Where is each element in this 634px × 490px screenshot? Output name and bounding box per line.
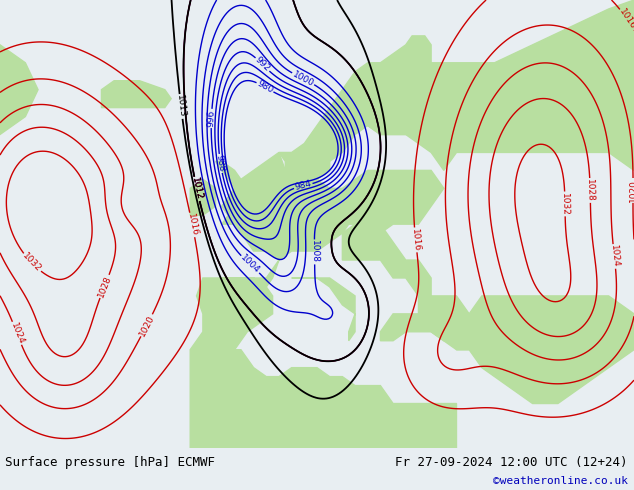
Text: 980: 980 bbox=[256, 79, 275, 95]
Polygon shape bbox=[222, 152, 444, 287]
Text: 1013: 1013 bbox=[175, 95, 187, 119]
Polygon shape bbox=[368, 63, 444, 135]
Text: 996: 996 bbox=[207, 110, 216, 127]
Polygon shape bbox=[216, 161, 260, 224]
Text: 1016: 1016 bbox=[410, 228, 421, 252]
Text: 1012: 1012 bbox=[190, 177, 204, 201]
Text: 1028: 1028 bbox=[585, 179, 595, 202]
Text: 1020: 1020 bbox=[138, 313, 156, 338]
Polygon shape bbox=[292, 278, 355, 341]
Polygon shape bbox=[0, 45, 38, 135]
Text: 1032: 1032 bbox=[560, 193, 570, 216]
Text: Surface pressure [hPa] ECMWF: Surface pressure [hPa] ECMWF bbox=[5, 456, 215, 469]
Text: 1024: 1024 bbox=[609, 245, 620, 268]
Text: 1024: 1024 bbox=[9, 321, 25, 345]
Text: 1032: 1032 bbox=[21, 251, 43, 274]
Polygon shape bbox=[368, 0, 634, 171]
Text: 1012: 1012 bbox=[190, 177, 204, 201]
Text: 984: 984 bbox=[294, 179, 313, 193]
Text: 1004: 1004 bbox=[239, 253, 262, 275]
Text: 1000: 1000 bbox=[291, 69, 316, 88]
Text: 1016: 1016 bbox=[186, 213, 199, 237]
Polygon shape bbox=[342, 224, 431, 296]
Text: 1028: 1028 bbox=[96, 274, 113, 299]
Polygon shape bbox=[380, 296, 456, 341]
Text: 1008: 1008 bbox=[310, 241, 319, 264]
Polygon shape bbox=[190, 179, 216, 215]
Polygon shape bbox=[279, 36, 431, 179]
Polygon shape bbox=[456, 296, 634, 404]
Text: Fr 27-09-2024 12:00 UTC (12+24): Fr 27-09-2024 12:00 UTC (12+24) bbox=[395, 456, 628, 469]
Text: 1016: 1016 bbox=[617, 7, 634, 31]
Polygon shape bbox=[418, 296, 533, 350]
Text: ©weatheronline.co.uk: ©weatheronline.co.uk bbox=[493, 476, 628, 486]
Polygon shape bbox=[190, 350, 456, 448]
Text: 988: 988 bbox=[215, 154, 226, 172]
Text: 1012: 1012 bbox=[190, 177, 204, 201]
Text: 1020: 1020 bbox=[628, 179, 634, 202]
Polygon shape bbox=[190, 278, 273, 350]
Text: 992: 992 bbox=[253, 55, 272, 74]
Polygon shape bbox=[101, 81, 171, 108]
